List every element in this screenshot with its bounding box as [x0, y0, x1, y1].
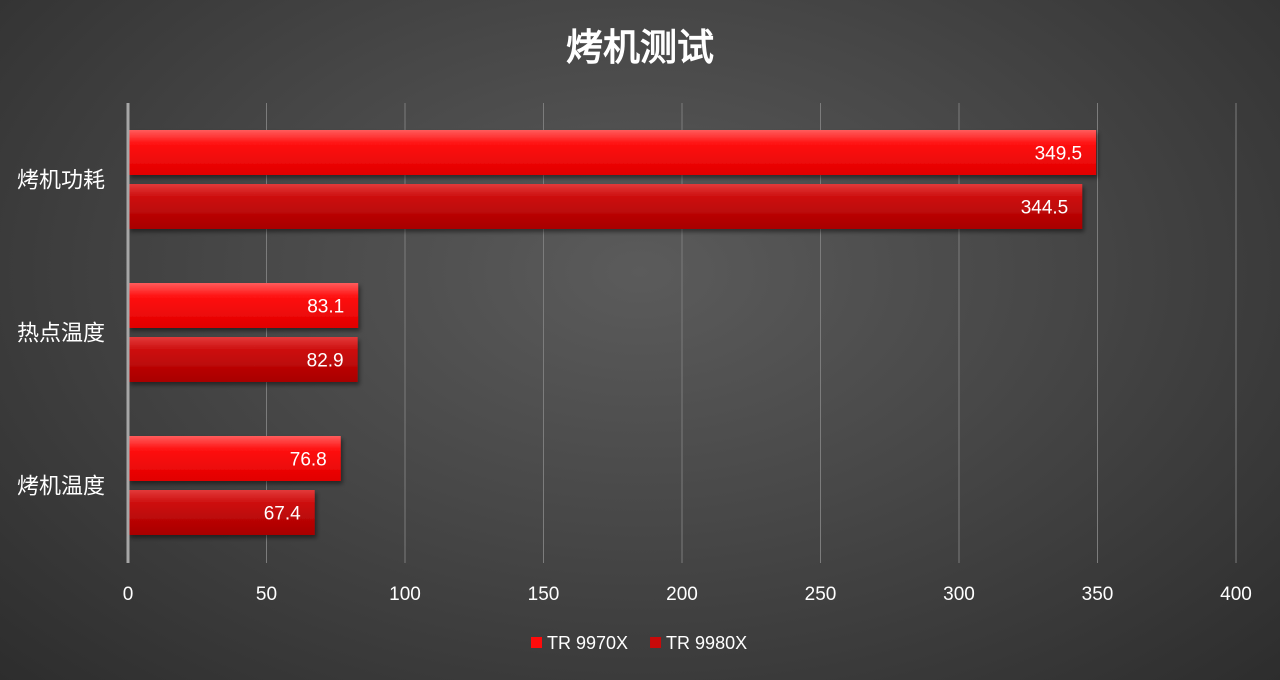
x-tick-label: 50 — [256, 584, 277, 605]
x-tick-label: 250 — [805, 584, 837, 605]
legend-label: TR 9980X — [666, 633, 747, 653]
grid-lines — [266, 103, 1237, 563]
bar — [128, 283, 359, 328]
bar — [128, 184, 1083, 229]
x-tick-label: 0 — [123, 584, 134, 605]
x-tick-label: 350 — [1082, 584, 1114, 605]
x-tick-label: 100 — [389, 584, 421, 605]
data-label: 349.5 — [1035, 144, 1083, 165]
data-label: 83.1 — [307, 297, 344, 318]
x-tick-label: 400 — [1220, 584, 1252, 605]
data-label: 82.9 — [307, 351, 344, 372]
bar — [128, 490, 315, 535]
legend-label: TR 9970X — [547, 633, 628, 653]
bar — [128, 337, 358, 382]
x-axis-ticks: 0 50 100 150 200 250 300 350 400 — [123, 584, 1252, 605]
bar — [128, 130, 1097, 175]
data-label: 67.4 — [264, 504, 301, 525]
bars: 349.5 344.5 83.1 82.9 76.8 67.4 — [128, 130, 1097, 535]
data-label: 76.8 — [290, 450, 327, 471]
category-label: 烤机温度 — [17, 475, 105, 500]
category-label: 烤机功耗 — [17, 169, 105, 194]
legend: TR 9970X TR 9980X — [531, 633, 747, 653]
x-tick-label: 300 — [943, 584, 975, 605]
legend-swatch — [531, 637, 542, 648]
data-label: 344.5 — [1021, 198, 1069, 219]
bar — [128, 436, 341, 481]
x-tick-label: 200 — [666, 584, 698, 605]
x-tick-label: 150 — [528, 584, 560, 605]
category-label: 热点温度 — [17, 322, 105, 347]
legend-swatch — [650, 637, 662, 648]
chart-title: 烤机测试 — [566, 26, 714, 69]
